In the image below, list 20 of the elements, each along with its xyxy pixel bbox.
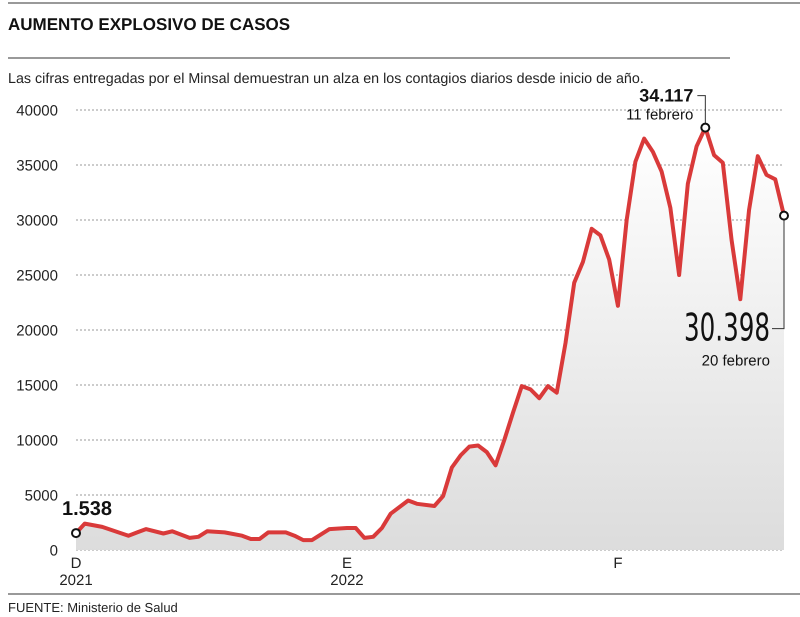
y-tick-label: 30000 (16, 212, 58, 230)
y-tick-label: 25000 (16, 267, 58, 284)
annotation: 20 febrero (702, 352, 770, 370)
annotation: 1.538 (62, 498, 112, 520)
y-tick-label: 40000 (16, 102, 58, 120)
y-tick-label: 35000 (16, 157, 58, 174)
y-tick-label: 20000 (16, 322, 58, 340)
source-note: FUENTE: Ministerio de Salud (8, 600, 178, 615)
annotation: 11 febrero (626, 106, 694, 124)
chart-subtitle: Las cifras entregadas por el Minsal demuestran un alza en los contagios diarios desde inicio de año. (8, 71, 644, 87)
y-tick-label: 15000 (16, 377, 58, 394)
x-tick-label: F (613, 555, 623, 572)
x-tick-label: D 2021 (59, 555, 93, 589)
x-tick-label: E 2022 (330, 555, 364, 589)
chart-title: AUMENTO EXPLOSIVO DE CASOS (8, 15, 290, 34)
y-tick-label: 10000 (16, 432, 58, 450)
y-tick-label: 5000 (24, 487, 58, 504)
y-tick-label: 0 (50, 542, 58, 560)
annotation: 30.398 (684, 306, 800, 350)
annotation: 34.117 (639, 86, 694, 106)
